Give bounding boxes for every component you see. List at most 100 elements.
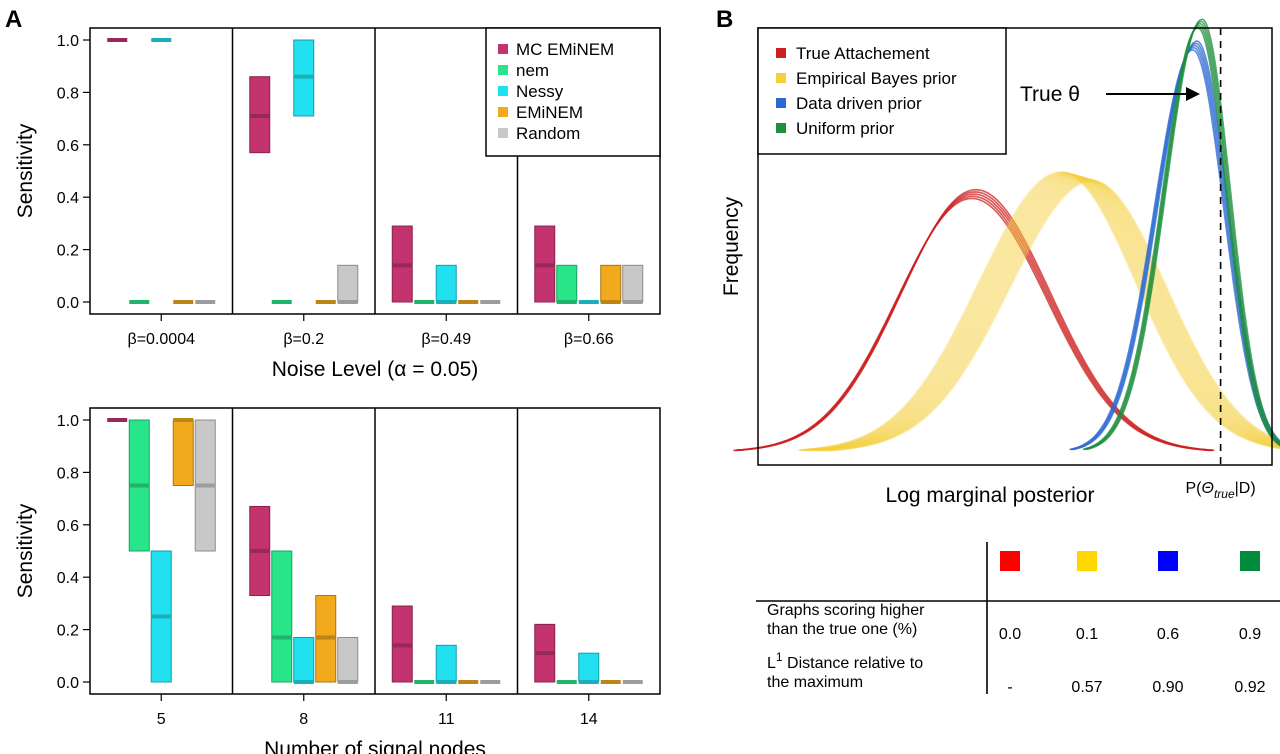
x-tick-label: 14 [580,711,598,728]
legend-entry: EMiNEM [516,103,583,122]
density-curve [801,171,1280,452]
density-curve [812,175,1280,452]
sensitivity-nodes-chart: 0.0 0.2 0.4 0.6 0.8 1.0 Sensitivity 5 8 11 14 Numbe… [14,407,661,754]
x-tick-label: 11 [438,711,455,728]
legend-entry: Empirical Bayes prior [796,69,957,88]
plot-frame [757,27,1273,466]
density-curve [808,174,1280,452]
row-label: Graphs scoring higher [767,602,925,619]
column-color-swatch [1240,551,1260,571]
range-box [622,264,644,303]
plot-frame [89,27,661,315]
density-curve [817,176,1280,452]
range-box [578,652,600,683]
x-tick-label: β=0.2 [283,331,324,348]
density-curve [737,188,1215,452]
x-tick-label: 5 [157,711,166,728]
legend-swatch [776,98,786,108]
x-tick-label: β=0.0004 [128,331,196,348]
y-tick-label: 0.2 [57,243,79,260]
row-label-line: than the true one (%) [767,621,917,638]
legend-swatch [498,86,508,96]
legend-entry: Data driven prior [796,94,922,113]
panel-label-b: B [716,6,733,33]
density-curve [820,177,1280,452]
table-cell: 0.0 [999,626,1021,643]
y-tick-label: 0.0 [57,295,79,312]
true-theta-tick-label: P(Θtrue|D) [1186,480,1256,501]
y-tick-label: 0.6 [57,518,79,535]
table-cell: 0.1 [1076,626,1098,643]
x-tick-label: 8 [299,711,308,728]
range-box [172,419,194,486]
range-box [435,264,457,303]
legend-entry: True Attachement [796,44,930,63]
range-box [435,644,457,683]
x-tick-label: β=0.66 [564,331,614,348]
table-cell: 0.6 [1157,626,1179,643]
legend-swatch [498,65,508,75]
density-curve [811,174,1280,452]
y-tick-label: 0.8 [57,85,79,102]
density-curve [806,173,1280,452]
y-tick-label: 0.4 [57,190,79,207]
x-tick-label: β=0.49 [421,331,471,348]
density-curve [810,174,1280,452]
plot-frame [89,407,661,695]
legend-entry: Nessy [516,82,564,101]
range-box [600,264,622,303]
density-curve [819,177,1280,452]
table-cell: 0.57 [1071,679,1102,696]
y-tick-label: 0.6 [57,138,79,155]
row-label-line: the maximum [767,674,863,691]
density-curve [825,178,1280,452]
table-cell: 0.9 [1239,626,1261,643]
y-tick-label: 1.0 [57,33,79,50]
column-color-swatch [1000,551,1020,571]
legend-entry: nem [516,61,549,80]
y-axis-label: Sensitivity [14,503,37,598]
density-curve [824,178,1280,452]
legend-swatch [776,48,786,58]
density-curve [827,179,1280,452]
density-curve [800,171,1280,452]
legend-box [757,27,1007,155]
y-tick-label: 0.2 [57,623,79,640]
x-axis-label: Log marginal posterior [886,484,1095,507]
density-curve [799,171,1280,452]
density-curve [1083,25,1280,451]
true-theta-annotation: True θ [1020,83,1080,106]
density-curve [803,172,1280,452]
sensitivity-noise-chart: 0.0 0.2 0.4 0.6 0.8 1.0 Sensitivity β=0.0004 β=0… [14,27,661,381]
density-curve [809,174,1280,452]
y-axis-label: Sensitivity [14,123,37,218]
posterior-density-chart: True θ True Attachement Empirical Bayes pr… [720,18,1280,507]
legend-swatch [498,128,508,138]
y-tick-label: 0.4 [57,570,79,587]
range-box [337,264,359,303]
range-box [293,636,315,683]
density-curve [821,177,1280,452]
density-curve [807,173,1280,452]
range-box [337,636,359,683]
density-curve [815,175,1280,452]
density-curve [1082,27,1280,451]
density-curve [818,176,1280,452]
density-curve [1086,18,1280,451]
table-cell: 0.92 [1234,679,1265,696]
legend-entry: MC EMiNEM [516,40,614,59]
summary-table: Graphs scoring higher than the true one (… [756,542,1280,696]
density-curve [805,173,1280,452]
density-curve [822,177,1280,452]
legend-entry: Random [516,124,580,143]
column-color-swatch [1158,551,1178,571]
density-curve [813,175,1280,452]
table-cell: 0.90 [1152,679,1183,696]
annotation-arrow-head [1186,87,1200,101]
density-curve [826,179,1280,452]
legend-swatch [498,44,508,54]
table-cell: - [1007,679,1012,696]
y-tick-label: 0.0 [57,675,79,692]
density-curve [816,176,1280,452]
y-tick-label: 1.0 [57,413,79,430]
